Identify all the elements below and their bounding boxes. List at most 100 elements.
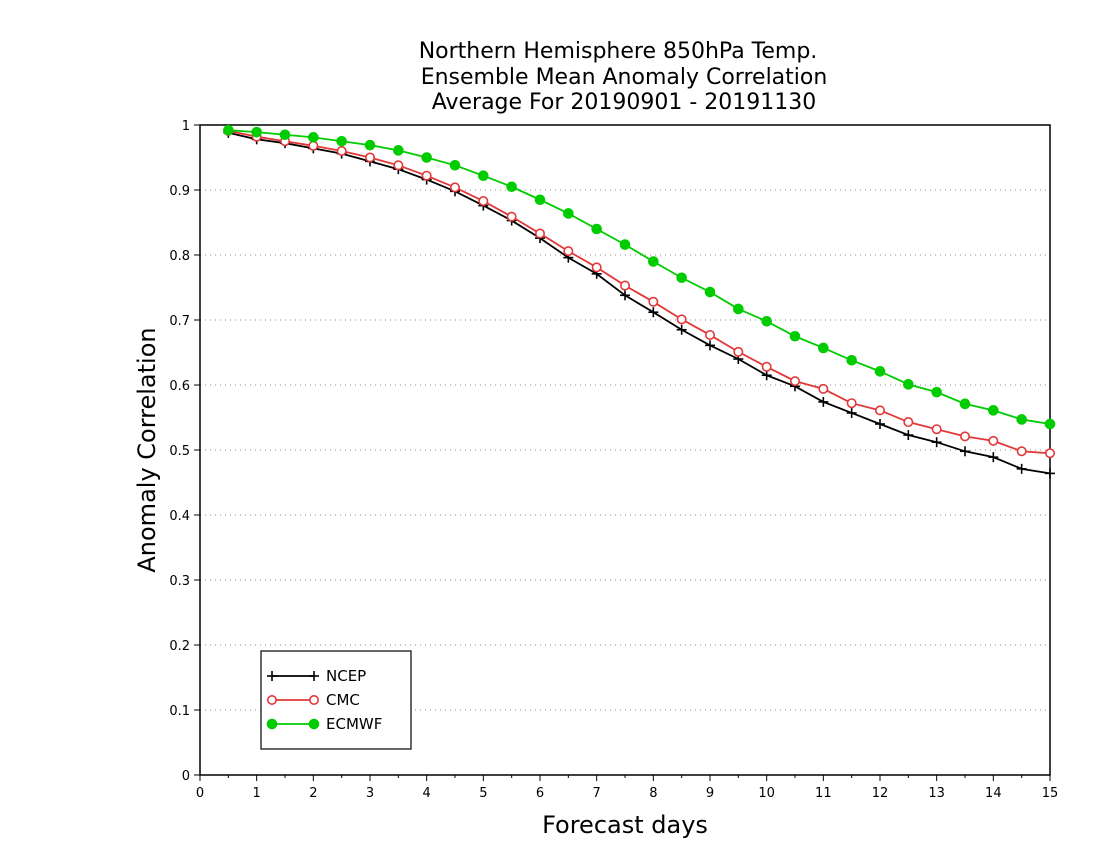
data-point-ecmwf xyxy=(959,398,971,410)
x-tick-label: 15 xyxy=(1042,786,1059,801)
x-tick-label: 5 xyxy=(479,786,487,801)
data-point-ecmwf xyxy=(903,379,914,390)
data-point-ecmwf xyxy=(364,139,376,151)
data-point-cmc xyxy=(988,435,999,446)
data-point-ncep xyxy=(818,396,829,407)
data-point-ncep xyxy=(705,340,715,351)
data-point-ecmwf xyxy=(704,286,716,298)
chart-title: Northern Hemisphere 850hPa Temp. Ensembl… xyxy=(419,39,828,115)
data-point-cmc xyxy=(648,296,659,307)
data-point-cmc xyxy=(959,431,970,442)
y-tick-label: 0.8 xyxy=(169,249,190,264)
data-point-ecmwf xyxy=(478,170,489,181)
data-point-ecmwf xyxy=(223,124,234,136)
data-point-cmc xyxy=(336,146,347,157)
data-point-ncep xyxy=(988,452,999,463)
y-tick-label: 0.4 xyxy=(169,509,190,524)
data-point-ecmwf xyxy=(591,223,602,235)
legend-label-ncep: NCEP xyxy=(326,667,366,685)
data-point-ecmwf xyxy=(676,272,687,284)
data-point-ncep xyxy=(960,446,970,457)
y-tick-label: 0 xyxy=(182,769,190,784)
y-axis-label: Anomaly Correlation xyxy=(133,327,161,572)
y-tick-label: 0.3 xyxy=(169,574,190,589)
x-tick-label: 2 xyxy=(309,786,317,801)
data-point-ecmwf xyxy=(988,405,999,416)
x-tick-label: 12 xyxy=(872,786,889,801)
data-point-cmc xyxy=(1016,446,1027,457)
data-point-ncep xyxy=(931,437,942,448)
data-point-ecmwf xyxy=(449,160,461,171)
legend-marker-cmc xyxy=(266,694,277,705)
data-point-ecmwf xyxy=(393,145,404,156)
x-tick-label: 6 xyxy=(536,786,544,801)
data-point-cmc xyxy=(393,160,404,171)
data-point-ecmwf xyxy=(789,330,801,342)
series-line-ncep xyxy=(228,131,1051,475)
data-point-cmc xyxy=(846,398,857,409)
data-point-ecmwf xyxy=(761,316,772,327)
data-point-ncep xyxy=(903,430,914,441)
data-point-cmc xyxy=(818,383,829,394)
x-tick-label: 8 xyxy=(649,786,657,801)
data-point-cmc xyxy=(789,376,800,387)
x-tick-label: 11 xyxy=(815,786,832,801)
title-line-1: Northern Hemisphere 850hPa Temp. xyxy=(419,39,818,64)
series-line-cmc xyxy=(228,129,1051,455)
data-point-ncep xyxy=(761,370,772,381)
x-tick-label: 13 xyxy=(928,786,945,801)
data-point-ncep xyxy=(875,419,885,429)
y-tick-label: 1 xyxy=(182,119,190,134)
legend-label-ecmwf: ECMWF xyxy=(326,715,382,733)
legend-item-ecmwf: ECMWF xyxy=(266,715,382,733)
x-tick-label: 9 xyxy=(706,786,714,801)
data-point-ecmwf xyxy=(506,181,517,193)
x-tick-label: 4 xyxy=(423,786,431,801)
title-line-3: Average For 20190901 - 20191130 xyxy=(432,90,817,115)
x-tick-label: 1 xyxy=(253,786,261,801)
data-point-cmc xyxy=(421,170,432,181)
data-point-cmc xyxy=(874,405,885,416)
data-point-cmc xyxy=(478,196,489,207)
data-point-cmc xyxy=(619,280,630,291)
data-point-cmc xyxy=(563,246,574,257)
legend-marker-cmc xyxy=(308,694,319,705)
y-tick-label: 0.6 xyxy=(169,379,190,394)
data-point-ncep xyxy=(846,407,857,418)
data-point-cmc xyxy=(903,417,914,428)
y-tick-label: 0.9 xyxy=(169,184,190,199)
legend-label-cmc: CMC xyxy=(326,691,360,709)
y-tick-label: 0.5 xyxy=(169,444,190,459)
data-point-cmc xyxy=(704,329,715,340)
data-point-ncep xyxy=(1016,463,1027,474)
data-point-cmc xyxy=(733,346,744,357)
data-point-ecmwf xyxy=(846,355,857,366)
data-point-ecmwf xyxy=(1016,414,1027,425)
data-point-ecmwf xyxy=(308,132,319,143)
y-tick-label: 0.1 xyxy=(169,704,190,719)
data-point-cmc xyxy=(364,152,375,163)
x-tick-label: 3 xyxy=(366,786,374,801)
y-axis: 0 0.1 0.2 0.3 0.4 0.5 0.6 0.7 0.8 0.9 1 xyxy=(169,119,200,784)
data-point-ecmwf xyxy=(931,386,942,398)
series-ncep xyxy=(223,127,1055,479)
data-point-ecmwf xyxy=(874,366,886,377)
data-point-cmc xyxy=(1045,448,1056,459)
data-point-ecmwf xyxy=(336,135,347,147)
legend: NCEP CMC ECMWF xyxy=(260,650,412,750)
y-tick-label: 0.2 xyxy=(169,639,190,654)
y-tick-label: 0.7 xyxy=(169,314,190,329)
data-point-ncep xyxy=(676,324,687,335)
data-point-ncep xyxy=(648,307,659,318)
x-tick-label: 10 xyxy=(758,786,775,801)
data-point-ecmwf xyxy=(818,342,829,354)
data-point-ecmwf xyxy=(1044,418,1056,430)
data-point-cmc xyxy=(506,211,517,222)
data-point-cmc xyxy=(761,361,772,372)
x-axis-label: Forecast days xyxy=(542,811,708,839)
series-group xyxy=(223,124,1056,479)
data-point-cmc xyxy=(591,262,602,273)
series-ecmwf xyxy=(223,124,1056,430)
data-point-ecmwf xyxy=(421,152,432,163)
data-point-cmc xyxy=(308,140,319,151)
